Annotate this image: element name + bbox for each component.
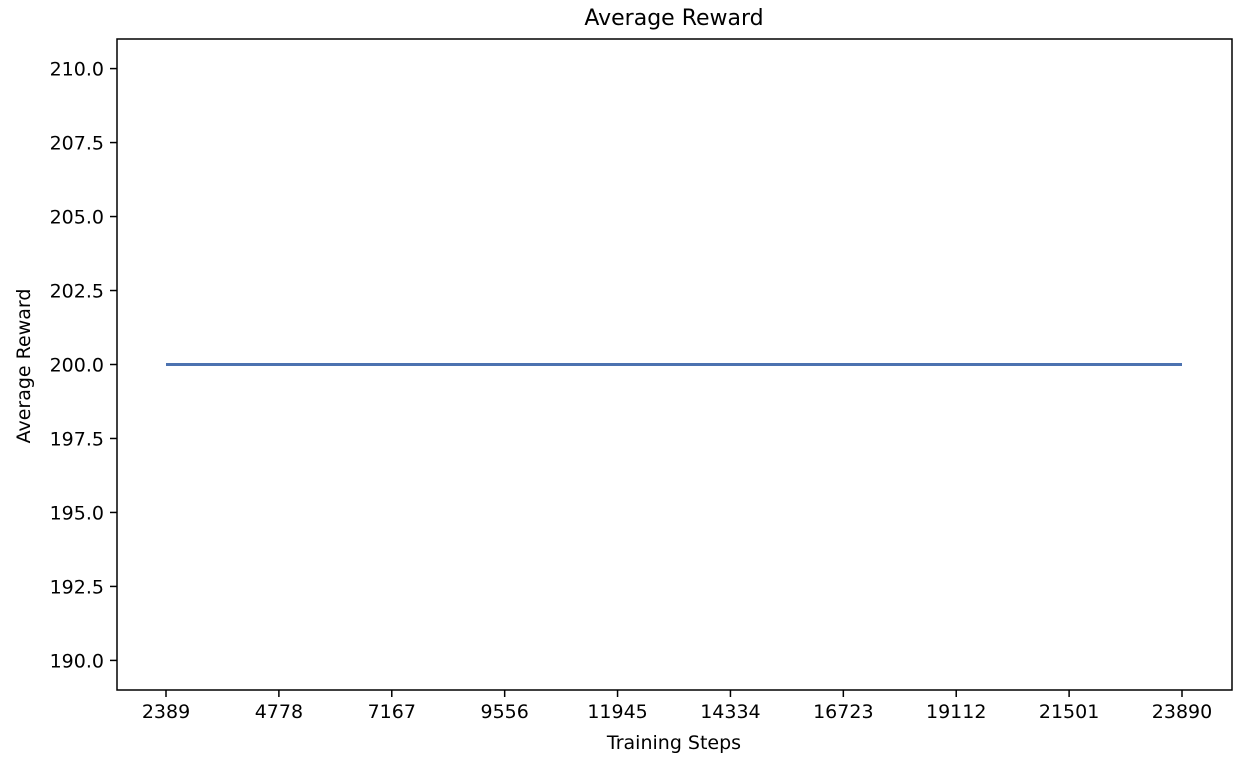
- y-tick-label: 207.5: [50, 133, 104, 155]
- x-tick-label: 14334: [700, 701, 760, 723]
- x-tick-label: 4778: [255, 701, 303, 723]
- y-axis-label: Average Reward: [13, 289, 35, 444]
- x-tick-label: 19112: [926, 701, 986, 723]
- y-tick-label: 210.0: [50, 59, 104, 81]
- x-tick-label: 21501: [1039, 701, 1099, 723]
- y-tick-label: 205.0: [50, 207, 104, 229]
- x-tick-label: 7167: [368, 701, 416, 723]
- y-tick-label: 195.0: [50, 502, 104, 524]
- y-axis: 190.0 192.5 195.0 197.5 200.0 202.5 205.0 207.5…: [50, 59, 117, 672]
- y-tick-label: 197.5: [50, 428, 104, 450]
- x-axis: 2389 4778 7167 9556 11945 14334 16723 19112 2150…: [142, 690, 1212, 723]
- x-axis-label: Training Steps: [606, 732, 741, 754]
- x-tick-label: 16723: [813, 701, 873, 723]
- x-tick-label: 2389: [142, 701, 190, 723]
- x-tick-label: 11945: [587, 701, 647, 723]
- x-tick-label: 23890: [1152, 701, 1212, 723]
- y-tick-label: 192.5: [50, 576, 104, 598]
- y-tick-label: 200.0: [50, 355, 104, 377]
- x-tick-label: 9556: [480, 701, 528, 723]
- y-tick-label: 190.0: [50, 650, 104, 672]
- chart-title: Average Reward: [584, 6, 763, 31]
- y-tick-label: 202.5: [50, 281, 104, 303]
